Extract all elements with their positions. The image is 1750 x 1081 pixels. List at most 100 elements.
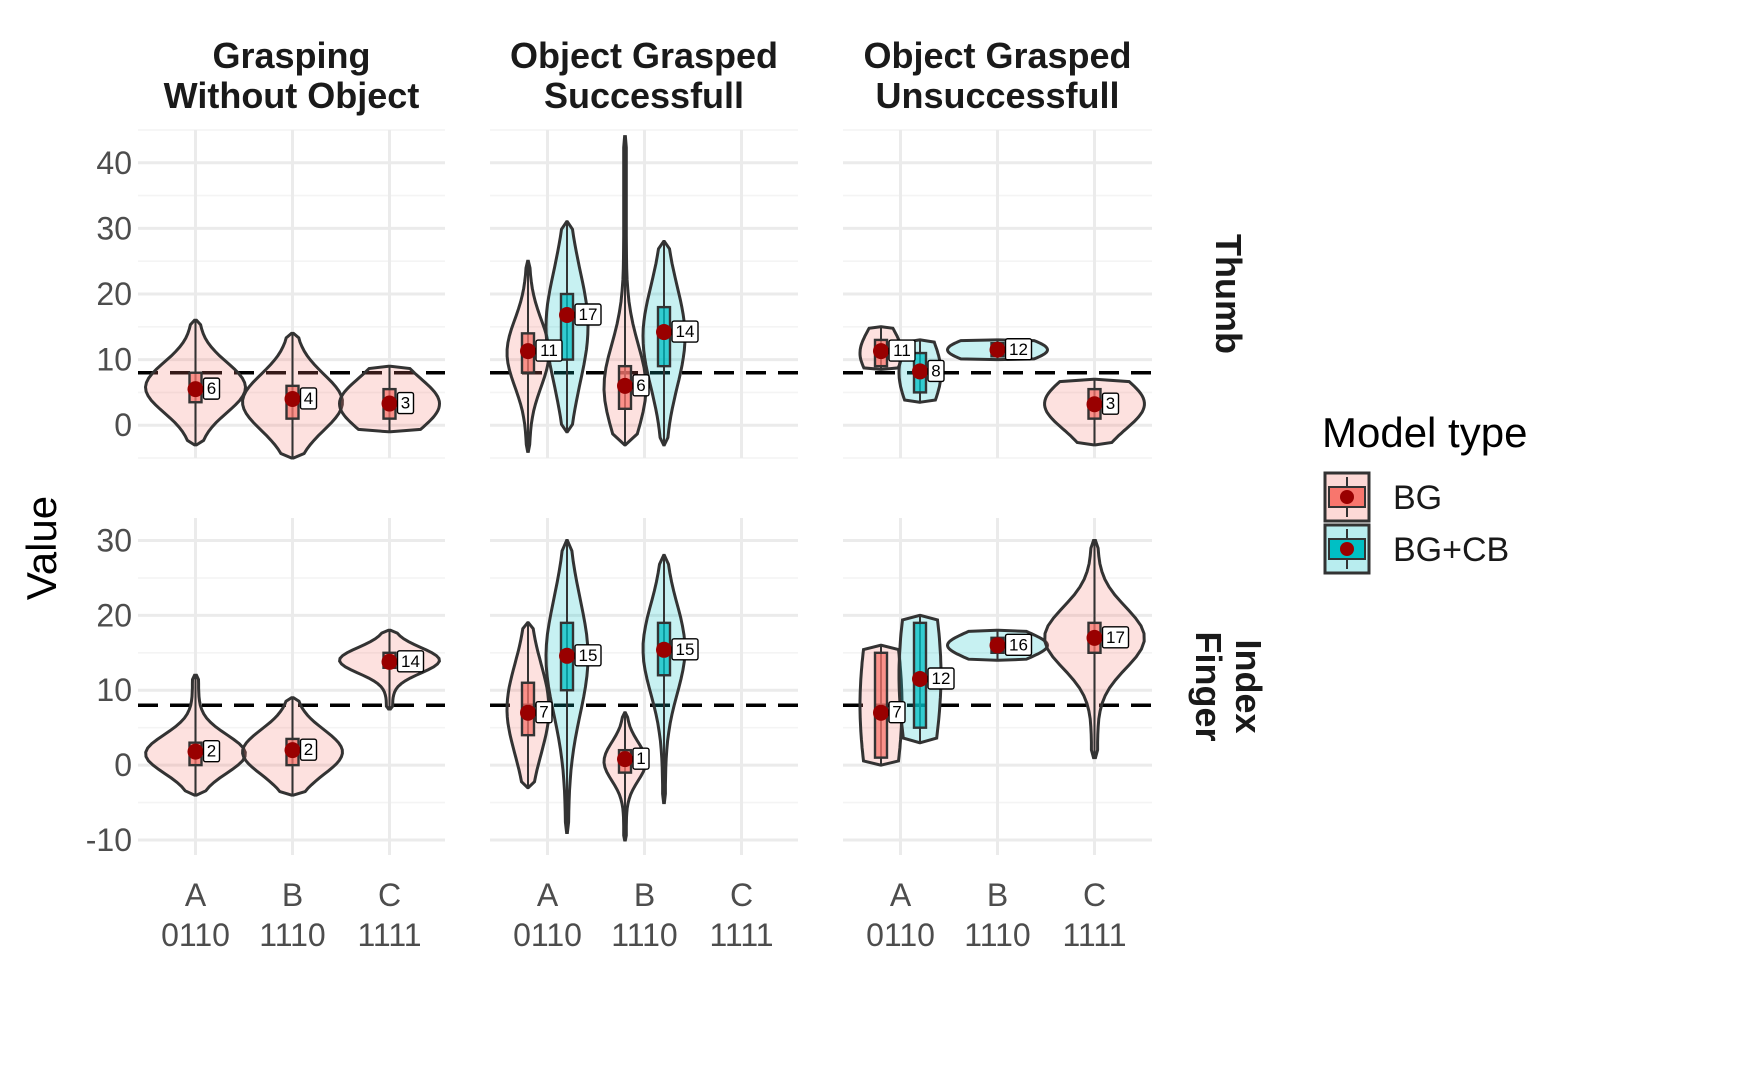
mean-point [617,377,633,394]
column-strip-label: Unsuccessfull [875,75,1119,116]
mean-label-box [574,303,602,326]
mean-labels: 6 4 3 11 17 6 14 11 8 12 3 2 2 14 7 15 1 15 7 12 16 17 [202,303,1130,770]
x-tick-code: 1110 [964,917,1030,953]
column-strip-label: Grasping [212,35,370,76]
column-strip-label: Without Object [164,75,420,116]
x-tick-letter: B [282,877,303,913]
mean-label: 15 [579,646,598,665]
mean-label-box [632,747,650,770]
mean-label: 11 [540,341,558,360]
mean-label: 8 [931,361,940,380]
column-strip-label: Object Grasped [863,35,1131,76]
mean-point [284,390,301,407]
y-tick-label: 40 [96,145,132,181]
mean-label: 12 [1009,340,1028,359]
y-tick-label: 30 [96,210,132,246]
mean-point [617,751,633,768]
row-label-line: Finger [1188,631,1229,741]
mean-label: 7 [539,703,548,722]
mean-point [912,363,928,380]
x-tick-code: 0110 [161,917,230,953]
mean-label-box [396,391,415,415]
column-strip-label: Object Grasped [510,35,778,76]
y-tick-label: 20 [96,597,132,633]
legend-title: Model type [1322,409,1527,456]
legend-item: BG+CB [1323,523,1509,575]
legend: Model type BG BG+CB [1322,409,1527,575]
x-tick-letter: C [378,877,401,913]
mean-label-box [1004,338,1033,361]
mean-label: 17 [1106,628,1125,647]
mean-label-box [535,339,563,362]
mean-point [559,647,575,664]
mean-point [912,671,928,688]
x-tick-code: 1111 [1062,917,1126,953]
y-tick-label: 20 [96,276,132,312]
x-tick-code: 1111 [357,917,421,953]
x-tick-letter: C [1083,877,1106,913]
y-tick-label: -10 [86,822,132,858]
mean-label-box [671,320,699,343]
mean-label-box [1004,633,1033,657]
mean-label-box [396,650,425,673]
legend-label: BG+CB [1393,531,1509,569]
mean-label: 14 [676,322,695,341]
mean-point [187,743,204,760]
mean-point [520,704,536,721]
mean-label: 3 [401,394,410,413]
y-axis-title: Value [18,496,65,600]
legend-label: BG [1393,479,1442,517]
x-tick-code: 0110 [513,917,582,953]
row-strip-label: Thumb [1208,234,1249,354]
mean-label: 2 [207,742,216,761]
mean-label-box [927,667,955,690]
mean-label-box [1101,626,1130,649]
mean-point [381,395,398,412]
y-tick-label: 0 [114,747,132,783]
x-tick-letter: A [185,877,207,913]
mean-point [873,704,889,721]
x-tick-letter: B [634,877,655,913]
mean-label: 1 [636,749,645,768]
row-label-line: Thumb [1208,234,1249,354]
mean-label: 4 [304,389,313,408]
y-tick-label: 10 [96,672,132,708]
legend-key-point [1340,490,1354,504]
y-tick-label: 30 [96,522,132,558]
mean-label: 16 [1009,635,1028,654]
legend-key-point [1340,542,1354,556]
mean-label-box [632,374,650,397]
mean-label: 3 [1106,394,1115,413]
x-tick-letter: C [730,877,753,913]
x-tick-code: 1110 [611,917,677,953]
x-tick-code: 1110 [259,917,325,953]
mean-label-box [202,739,221,763]
mean-label-box [299,387,318,410]
mean-label: 12 [932,669,951,688]
mean-point [656,641,672,658]
column-strip-label: Successfull [544,75,744,116]
mean-label-box [202,377,221,400]
mean-label: 11 [893,341,911,360]
mean-point [873,343,889,360]
y-tick-label: 10 [96,342,132,378]
x-tick-code: 1111 [709,917,773,953]
mean-label: 6 [636,376,645,395]
mean-point [520,343,536,360]
mean-label-box [888,701,906,724]
x-tick-letter: B [987,877,1008,913]
mean-label: 17 [579,305,598,324]
box-plot [559,292,575,361]
mean-point [989,637,1006,654]
mean-label: 2 [304,740,313,759]
mean-point [381,653,398,670]
axes-text: 010203040-100102030A0110B1110C1111A0110B… [86,145,1127,953]
mean-label: 7 [892,703,901,722]
mean-label-box [671,638,699,661]
mean-label: 14 [401,652,420,671]
mean-point [284,742,301,759]
x-tick-letter: A [890,877,912,913]
mean-label-box [927,359,945,383]
